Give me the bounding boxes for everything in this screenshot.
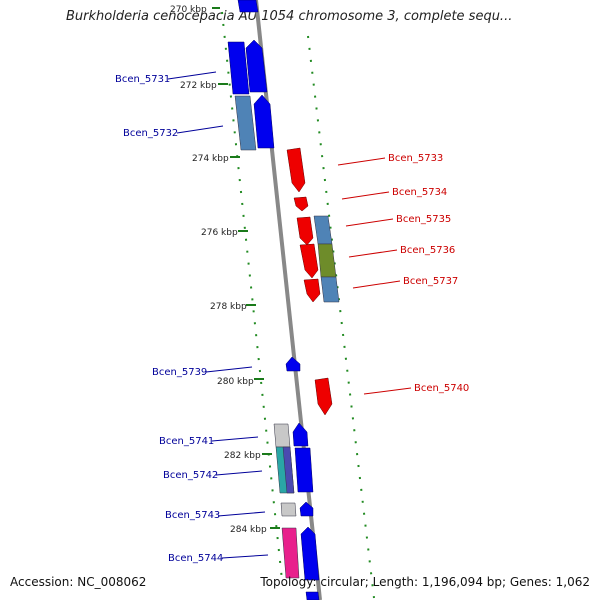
cog-bcen-5735[interactable] [313, 215, 333, 245]
gene-bcen-5733[interactable] [286, 147, 306, 193]
kbp-label-270: 270 kbp [170, 5, 207, 15]
label-bcen-5740[interactable]: Bcen_5740 [414, 383, 469, 394]
gene-bcen-5744[interactable] [300, 526, 320, 581]
gene-bcen-5732[interactable] [253, 94, 275, 149]
label-bcen-5741[interactable]: Bcen_5741 [159, 436, 214, 447]
gene-arrow-top[interactable] [237, 0, 259, 13]
cog-bcen-5732[interactable] [234, 95, 257, 151]
kbp-label-278: 278 kbp [210, 302, 247, 312]
label-bcen-5743[interactable]: Bcen_5743 [165, 510, 220, 521]
reverse-strand-genes [286, 147, 333, 416]
label-bcen-5734[interactable]: Bcen_5734 [392, 187, 447, 198]
gene-bcen-5736[interactable] [299, 243, 319, 279]
gene-bcen-5740[interactable] [314, 377, 333, 416]
label-bcen-5744[interactable]: Bcen_5744 [168, 553, 223, 564]
label-bcen-5735[interactable]: Bcen_5735 [396, 214, 451, 225]
cog-bcen-5741[interactable] [273, 423, 291, 448]
label-bcen-5736[interactable]: Bcen_5736 [400, 245, 455, 256]
gene-bcen-5731[interactable] [245, 39, 268, 93]
cog-bcen-5742-b[interactable] [282, 446, 295, 494]
label-bcen-5737[interactable]: Bcen_5737 [403, 276, 458, 287]
gene-bcen-5741[interactable] [292, 422, 309, 447]
label-bcen-5739[interactable]: Bcen_5739 [152, 367, 207, 378]
gene-bcen-5734[interactable] [293, 196, 309, 212]
cog-bcen-5736[interactable] [317, 243, 337, 278]
gene-bcen-5743[interactable] [299, 501, 314, 517]
gene-labels-right: Bcen_5733 Bcen_5734 Bcen_5735 Bcen_5736 … [388, 153, 469, 394]
gene-bcen-5737[interactable] [303, 278, 321, 303]
gc-dots-left [221, 11, 283, 581]
label-bcen-5732[interactable]: Bcen_5732 [123, 128, 178, 139]
kbp-label-276: 276 kbp [201, 228, 238, 238]
cog-bcen-5744[interactable] [281, 527, 300, 579]
kbp-label-272: 272 kbp [180, 81, 217, 91]
kbp-ticks [212, 7, 280, 529]
gene-arrow-bottom[interactable] [305, 591, 320, 600]
label-leaders-right [337, 157, 412, 395]
gene-bcen-5735[interactable] [296, 216, 314, 246]
kbp-label-282: 282 kbp [224, 451, 261, 461]
kbp-label-274: 274 kbp [192, 154, 229, 164]
accession-text: Accession: NC_008062 [10, 575, 147, 589]
label-bcen-5733[interactable]: Bcen_5733 [388, 153, 443, 164]
cog-blocks [234, 95, 340, 579]
gene-bcen-5731-cog[interactable] [227, 41, 250, 95]
gene-labels-left: Bcen_5731 Bcen_5732 Bcen_5739 Bcen_5741 … [115, 74, 223, 564]
sequence-summary: Topology: circular; Length: 1,196,094 bp… [260, 575, 590, 589]
gene-bcen-5739[interactable] [285, 356, 301, 372]
kbp-label-280: 280 kbp [217, 377, 254, 387]
gc-dots-right [307, 35, 375, 599]
gene-bcen-5742[interactable] [294, 447, 314, 493]
page-title: Burkholderia cenocepacia AU 1054 chromos… [66, 9, 513, 24]
forward-strand-genes [227, 0, 320, 600]
kbp-label-284: 284 kbp [230, 525, 267, 535]
label-leaders-left [167, 71, 269, 559]
label-bcen-5731[interactable]: Bcen_5731 [115, 74, 170, 85]
label-bcen-5742[interactable]: Bcen_5742 [163, 470, 218, 481]
cog-bcen-5743[interactable] [280, 502, 297, 517]
cog-bcen-5737[interactable] [320, 276, 340, 303]
